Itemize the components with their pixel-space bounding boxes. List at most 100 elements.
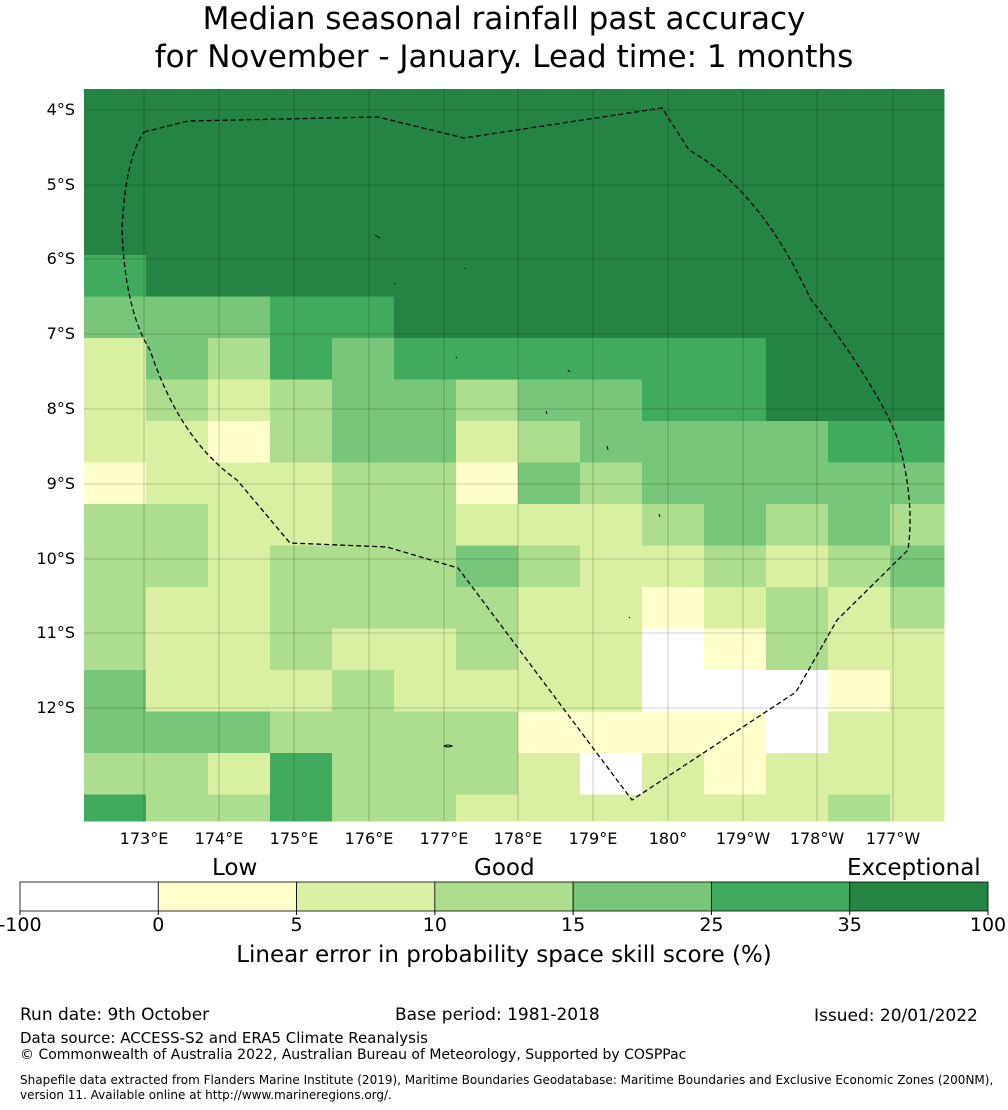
data-source: Data source: ACCESS-S2 and ERA5 Climate …	[20, 1029, 428, 1047]
lat-tick-label: 8°S	[46, 399, 75, 418]
grid-cell	[332, 255, 395, 297]
grid-cell	[146, 753, 209, 795]
grid-cell	[84, 130, 147, 173]
grid-cell	[146, 462, 209, 505]
grid-cell	[642, 794, 705, 822]
lat-tick-label: 6°S	[46, 249, 75, 268]
grid-cell	[580, 213, 643, 256]
grid-cell	[890, 338, 945, 380]
grid-cell	[890, 753, 945, 795]
grid-cell	[208, 504, 271, 546]
grid-cell	[84, 504, 147, 546]
grid-cell	[270, 296, 333, 339]
island	[464, 267, 467, 270]
lat-tick-label: 9°S	[46, 474, 75, 493]
grid-cell	[518, 504, 581, 546]
grid-cell	[84, 89, 147, 131]
grid-cell	[766, 421, 829, 463]
grid-cell	[146, 711, 209, 754]
issued-date: Issued: 20/01/2022	[814, 1006, 978, 1026]
grid-cell	[84, 587, 147, 629]
grid-cell	[208, 296, 271, 339]
island	[567, 369, 571, 373]
grid-cell	[270, 794, 333, 822]
grid-cell	[146, 421, 209, 463]
grid-cell	[828, 587, 891, 629]
grid-cell	[208, 545, 271, 588]
grid-cell	[766, 794, 829, 822]
grid-cell	[580, 753, 643, 795]
grid-cell	[146, 670, 209, 712]
grid-cell	[332, 89, 395, 131]
grid-cell	[828, 545, 891, 588]
grid-cell	[394, 379, 457, 422]
grid-cell	[642, 711, 705, 754]
grid-cell	[208, 628, 271, 671]
lon-tick-label: 173°E	[119, 829, 169, 848]
grid-cell	[270, 628, 333, 671]
grid-cell	[394, 753, 457, 795]
colorbar-segment	[157, 881, 297, 912]
category-good: Good	[474, 855, 535, 881]
grid-cell	[394, 89, 457, 131]
lat-tick-label: 12°S	[36, 698, 75, 717]
grid-cell	[208, 89, 271, 131]
grid-cell	[642, 172, 705, 214]
lat-tick-label: 5°S	[46, 175, 75, 194]
lon-tick-label: 177°E	[419, 829, 469, 848]
colorbar-tick-label: 35	[837, 914, 862, 936]
grid-cell	[518, 130, 581, 173]
grid-cell	[332, 545, 395, 588]
grid-cell	[766, 255, 829, 297]
category-exceptional: Exceptional	[847, 855, 981, 881]
grid-cell	[456, 296, 519, 339]
grid-cell	[642, 504, 705, 546]
grid-cell	[84, 338, 147, 380]
grid-cell	[580, 89, 643, 131]
grid-cell	[704, 462, 767, 505]
grid-cell	[704, 628, 767, 671]
grid-cell	[580, 711, 643, 754]
grid-cell	[518, 794, 581, 822]
grid-cell	[766, 89, 829, 131]
grid-cell	[704, 587, 767, 629]
grid-cell	[518, 379, 581, 422]
grid-cell	[456, 462, 519, 505]
colorbar-tick-label: 100	[969, 914, 1007, 936]
grid-cell	[270, 130, 333, 173]
grid-cell	[84, 670, 147, 712]
grid-cell	[704, 711, 767, 754]
title-line-1: Median seasonal rainfall past accuracy	[202, 1, 806, 37]
lon-tick-label: 178°W	[789, 829, 845, 848]
grid-cell	[84, 753, 147, 795]
grid-cell	[828, 213, 891, 256]
grid-cell	[146, 338, 209, 380]
colorbar-tick-label: 25	[699, 914, 724, 936]
grid-cell	[456, 670, 519, 712]
grid-cell	[642, 753, 705, 795]
grid-cell	[766, 753, 829, 795]
grid-cell	[642, 130, 705, 173]
grid-cell	[456, 130, 519, 173]
grid-cell	[642, 255, 705, 297]
base-period: Base period: 1981-2018	[395, 1005, 600, 1025]
grid-cell	[456, 545, 519, 588]
grid-cell	[704, 545, 767, 588]
grid-cell	[704, 213, 767, 256]
grid-cell	[456, 338, 519, 380]
grid-cell	[828, 130, 891, 173]
grid-cell	[890, 504, 945, 546]
grid-cell	[704, 379, 767, 422]
grid-cell	[270, 213, 333, 256]
grid-cell	[580, 794, 643, 822]
colorbar-segment	[434, 881, 574, 912]
grid-cell	[146, 172, 209, 214]
grid-cell	[208, 255, 271, 297]
grid-cell	[208, 753, 271, 795]
grid-cell	[208, 213, 271, 256]
grid-cell	[84, 213, 147, 256]
grid-cell	[518, 421, 581, 463]
grid-cell	[518, 670, 581, 712]
grid-cell	[270, 670, 333, 712]
grid-cell	[394, 670, 457, 712]
